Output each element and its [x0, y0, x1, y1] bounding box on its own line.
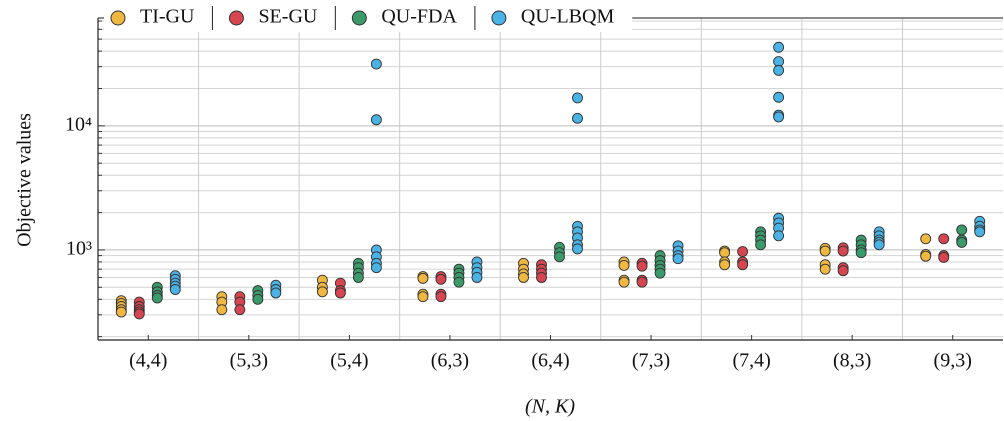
point	[352, 272, 364, 283]
point	[471, 272, 483, 283]
legend-label: TI-GU	[140, 6, 195, 28]
point	[920, 250, 932, 262]
point	[719, 259, 731, 271]
point	[837, 245, 849, 257]
point	[417, 272, 429, 284]
legend-label: QU-LBQM	[521, 6, 615, 28]
point	[873, 239, 885, 251]
legend-marker	[491, 10, 507, 26]
x-tick-label: (5,3)	[230, 350, 268, 372]
point	[672, 253, 684, 265]
point	[819, 245, 831, 257]
x-tick-label: (6,4)	[531, 350, 569, 372]
x-axis-label: (N, K)	[525, 396, 575, 418]
point	[719, 247, 731, 259]
point	[572, 112, 583, 124]
point	[133, 308, 145, 320]
point	[435, 273, 447, 285]
point	[938, 233, 950, 245]
point	[618, 276, 630, 288]
point	[837, 265, 849, 277]
x-tick-label: (6,3)	[431, 350, 469, 372]
point	[855, 247, 867, 259]
point	[572, 92, 583, 104]
point	[370, 262, 382, 274]
point	[370, 114, 382, 126]
point	[572, 243, 583, 255]
point	[819, 263, 831, 275]
point	[435, 291, 447, 303]
point	[234, 304, 246, 316]
x-tick-label: (7,3)	[632, 350, 670, 372]
legend-marker	[351, 10, 367, 26]
point	[316, 286, 328, 298]
point	[773, 41, 785, 53]
point	[773, 64, 785, 76]
x-tick-label: (8,3)	[833, 350, 871, 372]
point	[618, 259, 630, 271]
point	[169, 284, 181, 295]
legend-label: SE-GU	[258, 6, 317, 28]
point	[252, 293, 264, 305]
x-tick-label: (4,4)	[129, 350, 167, 372]
point	[737, 246, 749, 258]
point	[334, 287, 346, 299]
point	[974, 226, 986, 238]
x-tick-label: (5,4)	[330, 350, 368, 372]
y-tick-label: 10⁴	[65, 113, 92, 135]
legend-marker	[228, 10, 244, 26]
y-tick-label: 10³	[66, 238, 92, 260]
legend-background	[104, 4, 633, 32]
point	[151, 292, 163, 304]
point	[453, 276, 465, 288]
point	[554, 251, 565, 263]
point	[654, 267, 666, 279]
legend: TI-GU SE-GU QU-FDA QU-LBQM	[104, 4, 633, 32]
point	[536, 272, 547, 283]
point	[636, 276, 648, 288]
x-tick-label: (7,4)	[732, 350, 770, 372]
point	[956, 224, 968, 236]
point	[773, 91, 785, 103]
point	[737, 259, 749, 271]
point	[370, 58, 382, 70]
point	[216, 304, 228, 316]
point	[417, 291, 429, 303]
legend-marker	[110, 10, 126, 26]
y-axis-label: Objective values	[14, 113, 36, 247]
point	[938, 251, 950, 263]
point	[115, 306, 127, 318]
point	[636, 260, 648, 272]
point	[755, 239, 767, 251]
point	[773, 230, 785, 242]
point	[920, 233, 932, 245]
point	[518, 272, 529, 283]
x-tick-label: (9,3)	[934, 350, 972, 372]
point	[773, 111, 785, 123]
point	[270, 287, 282, 299]
point	[956, 236, 968, 248]
legend-label: QU-FDA	[381, 6, 457, 28]
